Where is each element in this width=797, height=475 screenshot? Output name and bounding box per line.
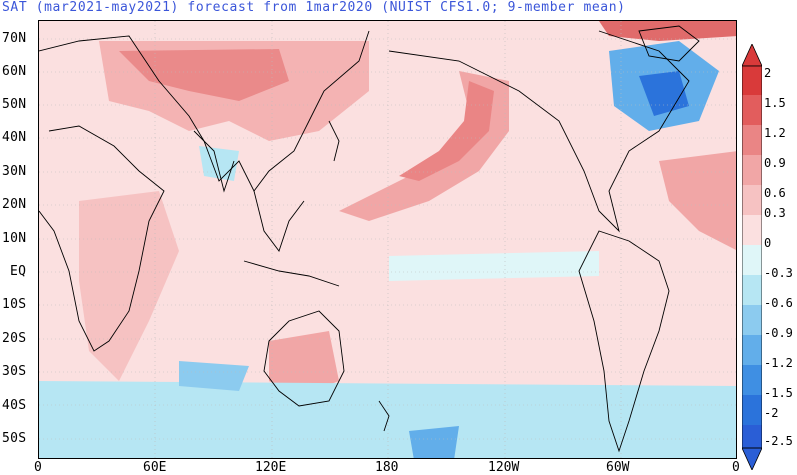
colorbar-label-neg-2: -2 <box>764 406 779 420</box>
colorbar-bottom-arrow <box>742 447 762 470</box>
colorbar-label-0-9: 0.9 <box>764 156 786 170</box>
colorbar-top-arrow <box>742 44 762 67</box>
colorbar-segment-9 <box>742 305 762 335</box>
lat-label-60n: 60N <box>2 64 27 79</box>
colorbar-label-0-6: 0.6 <box>764 186 786 200</box>
lon-label-120e: 120E <box>255 460 287 475</box>
colorbar-label-0-3: 0.3 <box>764 206 786 220</box>
lat-label-50s: 50S <box>2 431 27 446</box>
warm-region-africa <box>79 191 179 381</box>
coast-eurasia <box>39 30 370 192</box>
coast-se-asia <box>253 190 305 252</box>
lon-label-120w: 120W <box>488 460 520 475</box>
colorbar-segment-13 <box>742 425 762 448</box>
lat-label-70n: 70N <box>2 31 27 46</box>
colorbar-segment-5 <box>742 185 762 215</box>
coast-indonesia <box>243 260 340 287</box>
colorbar-label-0: 0 <box>764 236 772 250</box>
colorbar-segment-4 <box>742 155 762 185</box>
lat-label-10s: 10S <box>2 297 27 312</box>
warm-region-north-atlantic-east <box>659 151 736 250</box>
lat-label-50n: 50N <box>2 97 27 112</box>
colorbar-label-2: 2 <box>764 66 772 80</box>
colorbar-segment-11 <box>742 365 762 395</box>
lon-label-60e: 60E <box>143 460 167 475</box>
colorbar-label-neg-0-3: -0.3 <box>764 266 793 280</box>
lat-label-20s: 20S <box>2 331 27 346</box>
colorbar-segment-12 <box>742 395 762 425</box>
lon-label-0: 0 <box>34 460 42 475</box>
warm-region-australia <box>269 331 339 396</box>
warm-streak-pacific <box>339 71 509 221</box>
warm-streak-pacific-core <box>399 81 494 181</box>
coast-australia <box>263 310 345 407</box>
lat-label-40s: 40S <box>2 398 27 413</box>
coast-north-america <box>388 30 690 233</box>
lon-label-60w: 60W <box>606 460 630 475</box>
warm-region-arctic <box>599 21 736 41</box>
colorbar-label-neg-1-2: -1.2 <box>764 356 793 370</box>
colorbar-label-neg-1-5: -1.5 <box>764 386 793 400</box>
lon-label-0-right: 0 <box>732 460 740 475</box>
colorbar-label-neg-0-6: -0.6 <box>764 296 793 310</box>
coastlines <box>39 25 700 453</box>
colorbar-label-1-5: 1.5 <box>764 96 786 110</box>
colorbar-label-neg-0-9: -0.9 <box>764 326 793 340</box>
colorbar-segment-8 <box>742 275 762 305</box>
coast-greenland <box>638 25 700 62</box>
colorbar-segment-3 <box>742 125 762 155</box>
map-title: SAT (mar2021-may2021) forecast from 1mar… <box>2 0 626 15</box>
colorbar-label-1-2: 1.2 <box>764 126 786 140</box>
warm-region-eurasia-core <box>119 49 289 101</box>
lat-label-30s: 30S <box>2 364 27 379</box>
colorbar-segment-1 <box>742 66 762 95</box>
coast-africa <box>39 125 165 352</box>
colorbar-segment-7 <box>742 245 762 275</box>
colorbar-segment-10 <box>742 335 762 365</box>
lat-label-eq: EQ <box>10 264 27 279</box>
latitude-gridlines <box>39 38 736 440</box>
coast-south-america <box>578 230 670 453</box>
colorbar-segment-2 <box>742 95 762 125</box>
coast-india <box>193 130 235 193</box>
lat-label-20n: 20N <box>2 197 27 212</box>
lat-label-40n: 40N <box>2 130 27 145</box>
cool-patch-south-indian <box>179 361 249 391</box>
lat-label-10n: 10N <box>2 231 27 246</box>
cool-band-tropical-pacific <box>389 251 599 281</box>
lat-label-30n: 30N <box>2 164 27 179</box>
coast-japan <box>328 120 340 162</box>
colorbar-label-neg-2-5: -2.5 <box>764 434 793 448</box>
lon-label-180: 180 <box>375 460 399 475</box>
map-svg <box>39 21 736 458</box>
colorbar-segment-6 <box>742 215 762 245</box>
temperature-anomaly-map <box>38 20 737 459</box>
colorbar <box>742 44 762 470</box>
cool-patch-south-pacific <box>409 426 459 458</box>
coast-new-zealand <box>378 400 390 432</box>
